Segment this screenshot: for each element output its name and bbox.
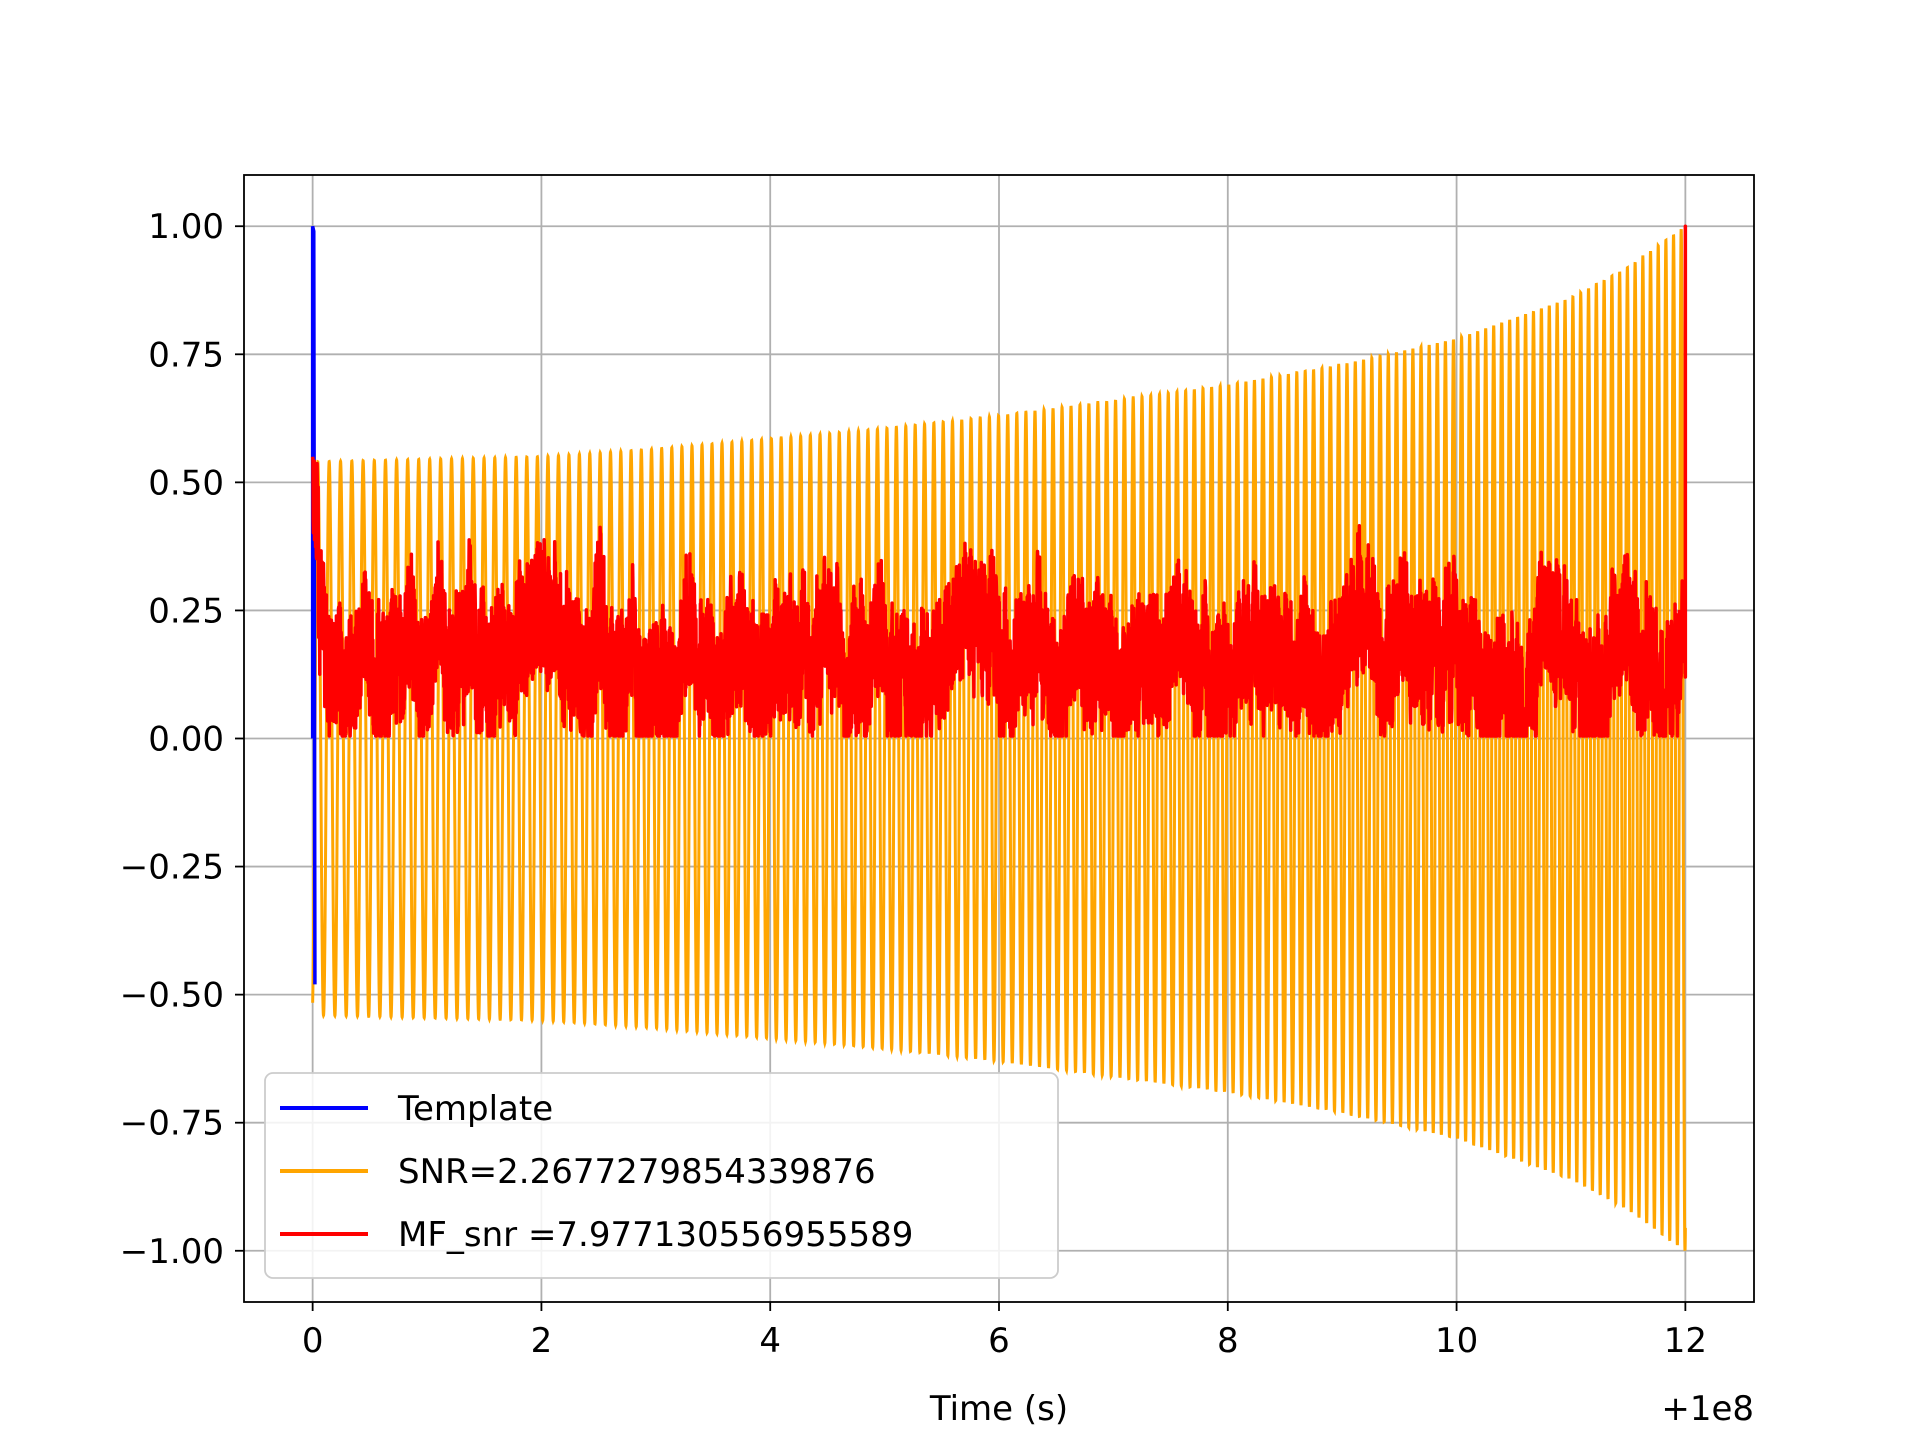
x-tick-label: 6 xyxy=(988,1321,1010,1361)
y-tick-label: 0.75 xyxy=(148,335,224,375)
legend: Template SNR=2.2677279854339876 MF_snr =7.… xyxy=(264,1072,1059,1279)
legend-label: SNR=2.2677279854339876 xyxy=(398,1152,876,1192)
x-tick-label: 2 xyxy=(531,1321,553,1361)
series-mf-snr-line xyxy=(310,224,1688,738)
y-axis: 1.00 0.75 0.50 0.25 0.00 −0.25 −0.50 −0.75 −1.00 xyxy=(120,207,244,1272)
plot-area xyxy=(310,224,1688,1251)
series-snr-line xyxy=(311,229,1687,1251)
x-axis: 0 2 4 6 8 10 12 xyxy=(302,1302,1707,1361)
y-tick-label: 0.25 xyxy=(148,591,224,631)
x-axis-label: Time (s) xyxy=(929,1389,1068,1429)
y-tick-label: −0.75 xyxy=(120,1104,224,1144)
legend-label: Template xyxy=(397,1089,553,1129)
x-tick-label: 0 xyxy=(302,1321,324,1361)
y-tick-label: −1.00 xyxy=(120,1232,224,1272)
y-tick-label: −0.25 xyxy=(120,848,224,888)
x-axis-offset-label: +1e8 xyxy=(1661,1389,1754,1429)
x-tick-label: 4 xyxy=(759,1321,781,1361)
legend-box xyxy=(264,1072,1059,1279)
x-tick-label: 8 xyxy=(1217,1321,1239,1361)
legend-label: MF_snr =7.977130556955589 xyxy=(398,1215,913,1255)
y-tick-label: 0.00 xyxy=(148,720,224,760)
x-tick-label: 12 xyxy=(1664,1321,1707,1361)
y-tick-label: 1.00 xyxy=(148,207,224,247)
x-tick-label: 10 xyxy=(1435,1321,1478,1361)
y-tick-label: −0.50 xyxy=(120,976,224,1016)
y-tick-label: 0.50 xyxy=(148,463,224,503)
